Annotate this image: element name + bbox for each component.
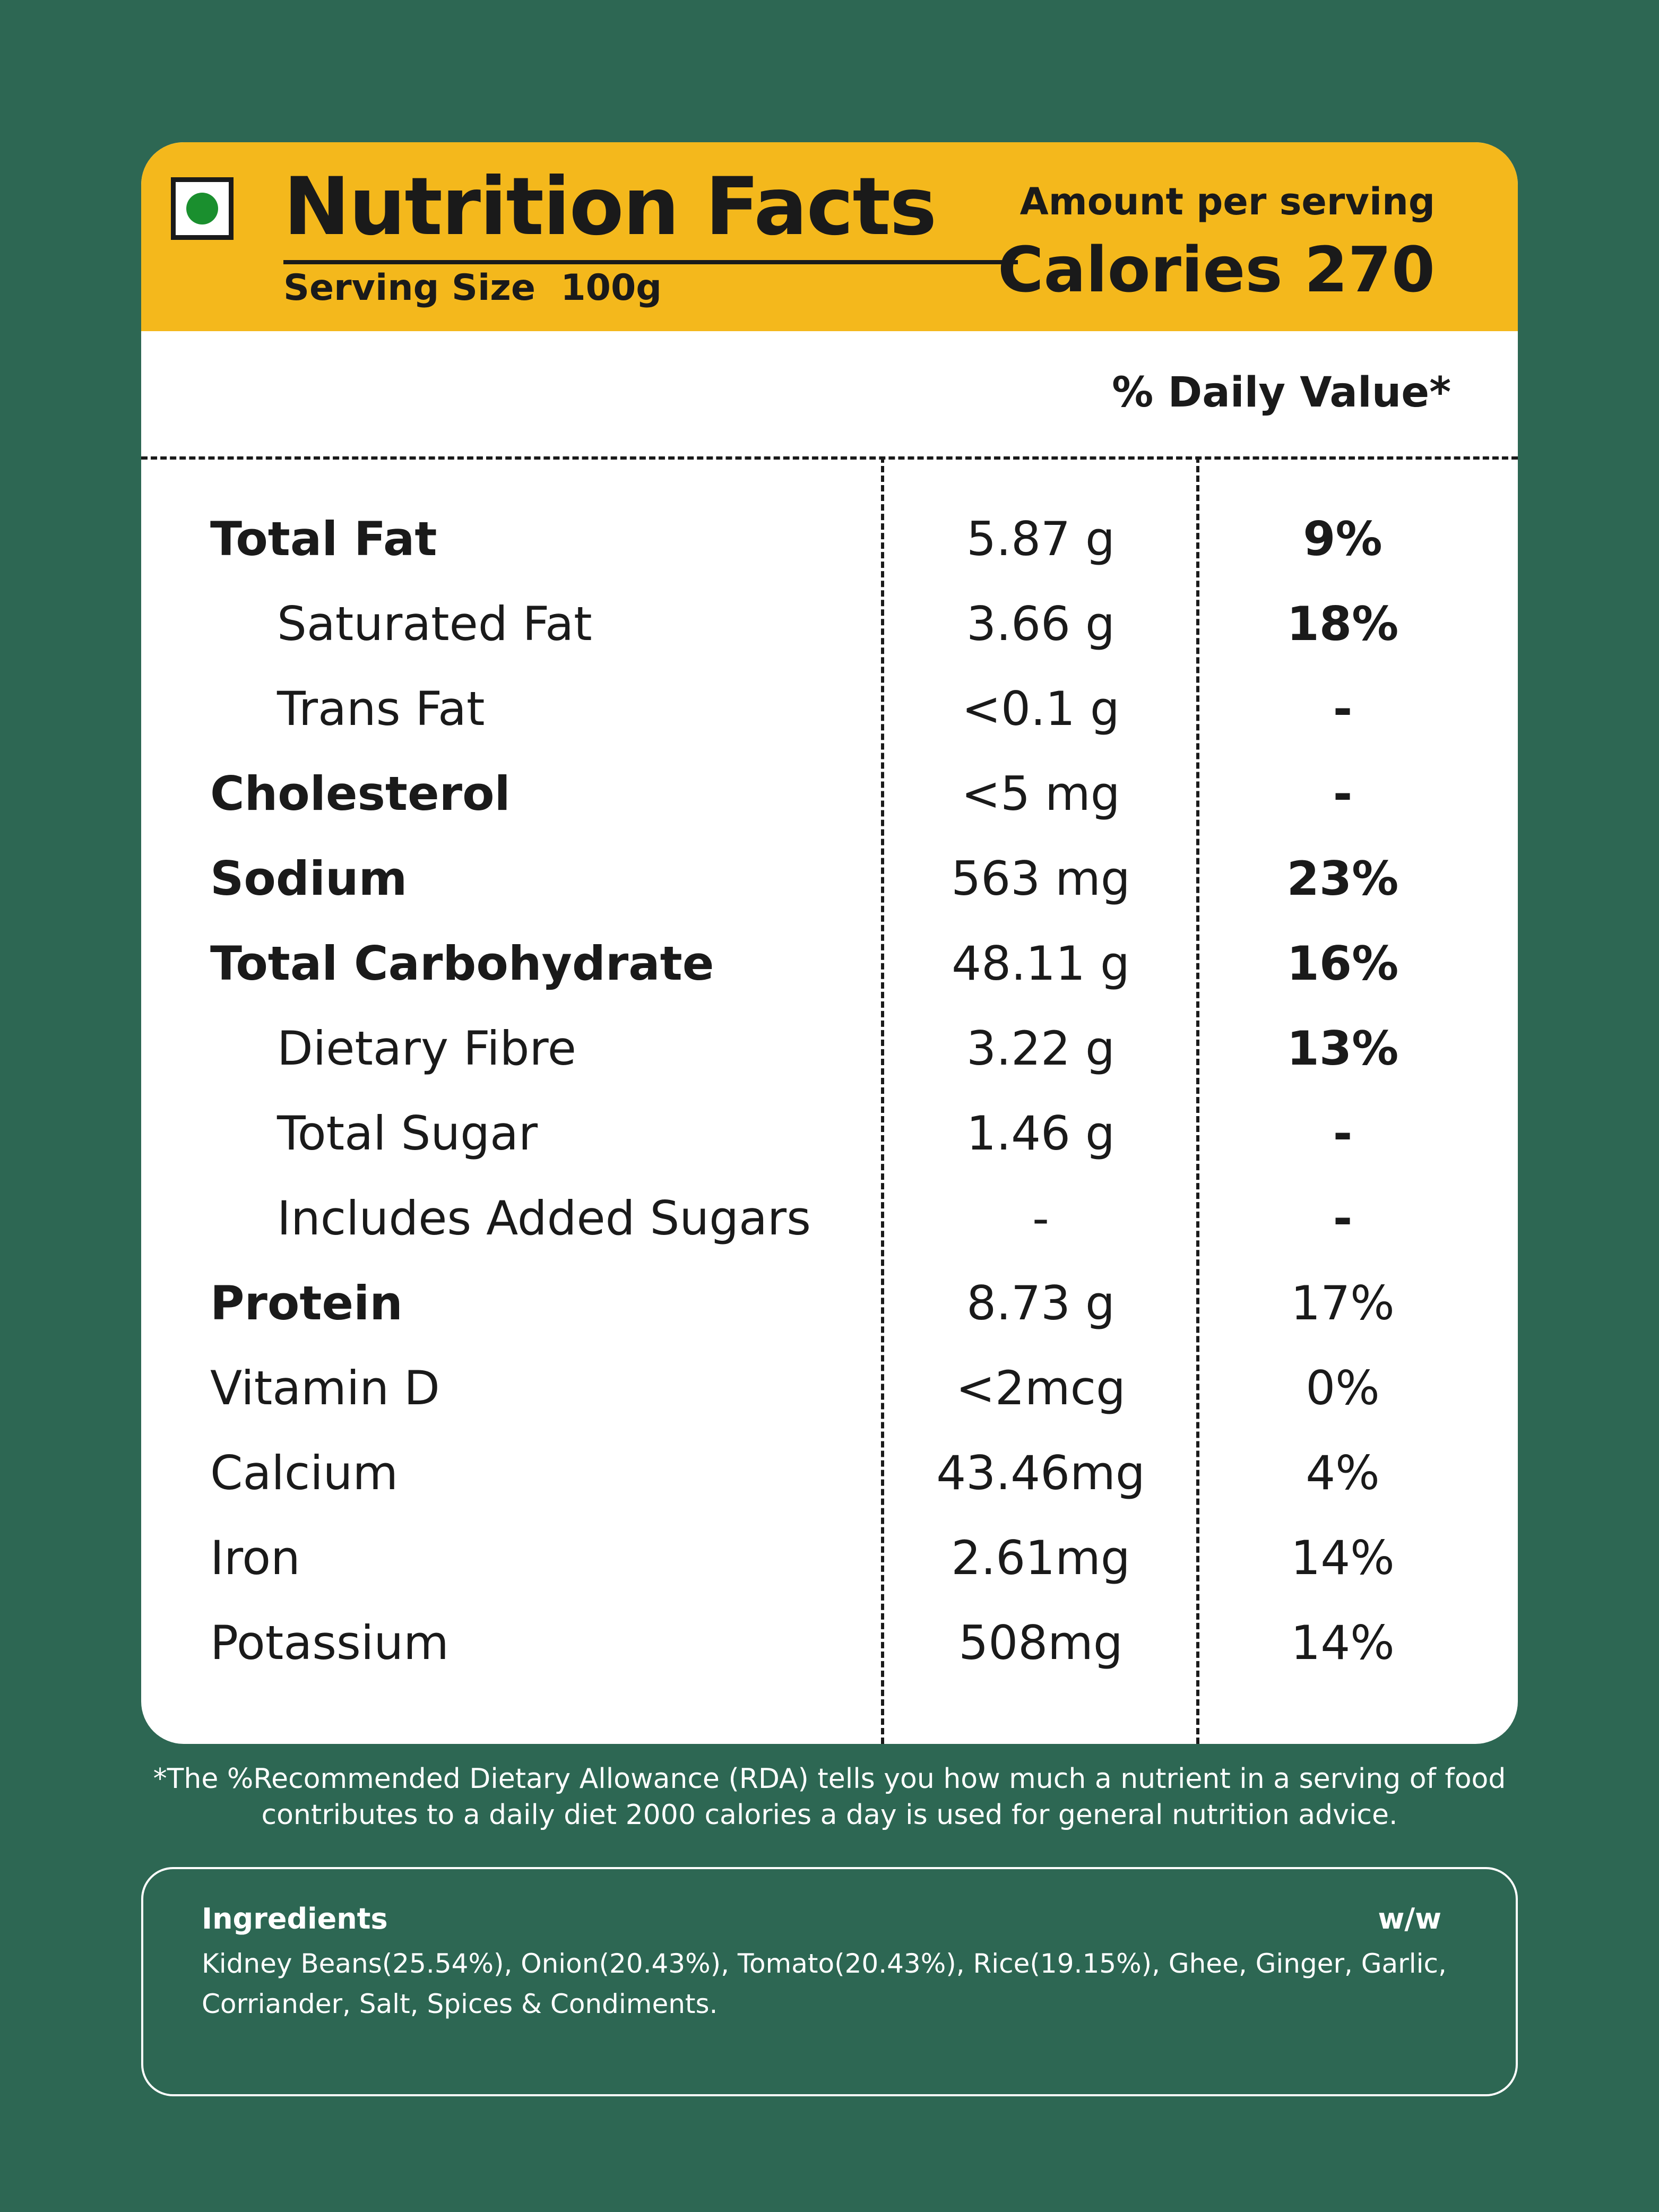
nutrient-name: Cholesterol [210, 766, 511, 821]
nutrient-amount: <0.1 g [962, 681, 1120, 736]
nutrient-name: Vitamin D [210, 1361, 440, 1415]
nutrient-amount: 3.66 g [966, 597, 1115, 651]
nutrient-row-trans-fat: Trans Fat <0.1 g - [141, 673, 1518, 758]
ingredients-line: Corriander, Salt, Spices & Condiments. [202, 1989, 718, 2019]
nutrient-amount: 48.11 g [952, 936, 1130, 991]
nutrient-daily-value: 16% [1286, 936, 1399, 991]
nutrient-name: Iron [210, 1531, 300, 1585]
amount-per-serving-label: Amount per serving [1019, 180, 1435, 223]
nutrient-name: Total Carbohydrate [210, 936, 714, 991]
nutrient-name: Trans Fat [277, 681, 485, 736]
nutrient-row-saturated-fat: Saturated Fat 3.66 g 18% [141, 588, 1518, 673]
nutrient-daily-value: 18% [1286, 597, 1399, 651]
column-divider-dv [1196, 456, 1199, 1744]
serving-size: Serving Size 100g [283, 267, 662, 309]
nutrient-amount: <2mcg [956, 1361, 1126, 1415]
nutrient-name: Sodium [210, 851, 408, 906]
header-divider [141, 456, 1518, 460]
nutrient-daily-value: 9% [1303, 512, 1382, 566]
vegetarian-mark-icon [171, 177, 234, 240]
nutrient-amount: 3.22 g [966, 1021, 1115, 1076]
nutrition-header: Nutrition Facts Serving Size 100g Amount… [141, 142, 1518, 331]
nutrient-row-dietary-fibre: Dietary Fibre 3.22 g 13% [141, 1013, 1518, 1098]
daily-value-header: % Daily Value* [1112, 369, 1451, 417]
nutrient-name: Calcium [210, 1446, 399, 1500]
nutrient-name: Saturated Fat [277, 597, 592, 651]
column-divider-amount [881, 456, 884, 1744]
footnote-line: contributes to a daily diet 2000 calorie… [261, 1799, 1398, 1831]
nutrient-daily-value: - [1333, 1106, 1353, 1161]
nutrient-row-iron: Iron 2.61mg 14% [141, 1522, 1518, 1607]
nutrient-amount: 2.61mg [951, 1531, 1130, 1585]
rda-footnote: *The %Recommended Dietary Allowance (RDA… [141, 1761, 1518, 1833]
ingredients-box: Ingredients w/w Kidney Beans(25.54%), On… [141, 1867, 1518, 2096]
nutrient-daily-value: 13% [1286, 1021, 1399, 1076]
nutrient-row-total-fat: Total Fat 5.87 g 9% [141, 503, 1518, 588]
nutrient-daily-value: 17% [1291, 1276, 1395, 1330]
nutrient-name: Dietary Fibre [277, 1021, 576, 1076]
nutrition-title: Nutrition Facts [283, 161, 937, 253]
nutrient-amount: <5 mg [961, 766, 1120, 821]
ingredients-line: Kidney Beans(25.54%), Onion(20.43%), Tom… [202, 1948, 1447, 1979]
nutrient-table: Total Fat 5.87 g 9% Saturated Fat 3.66 g… [141, 503, 1518, 1692]
nutrient-daily-value: 4% [1306, 1446, 1380, 1500]
nutrient-amount: 563 mg [951, 851, 1130, 906]
nutrient-amount: 43.46mg [936, 1446, 1145, 1500]
nutrient-amount: - [1032, 1191, 1049, 1246]
vegetarian-dot [186, 193, 218, 224]
nutrient-name: Total Sugar [277, 1106, 538, 1161]
nutrient-row-sodium: Sodium 563 mg 23% [141, 843, 1518, 928]
nutrient-amount: 1.46 g [966, 1106, 1115, 1161]
nutrient-name: Includes Added Sugars [277, 1191, 811, 1246]
nutrient-row-added-sugars: Includes Added Sugars - - [141, 1182, 1518, 1267]
ingredients-unit: w/w [1378, 1902, 1442, 1935]
nutrient-amount: 5.87 g [966, 512, 1115, 566]
nutrient-amount: 8.73 g [966, 1276, 1115, 1330]
nutrient-daily-value: 14% [1291, 1531, 1395, 1585]
title-underline [283, 260, 1018, 264]
ingredients-list: Kidney Beans(25.54%), Onion(20.43%), Tom… [202, 1943, 1454, 2024]
nutrition-card: Nutrition Facts Serving Size 100g Amount… [141, 142, 1518, 1744]
nutrient-name: Protein [210, 1276, 403, 1330]
calories-value: Calories 270 [997, 233, 1435, 306]
nutrient-row-cholesterol: Cholesterol <5 mg - [141, 758, 1518, 843]
nutrient-row-potassium: Potassium 508mg 14% [141, 1607, 1518, 1692]
nutrient-row-vitamin-d: Vitamin D <2mcg 0% [141, 1352, 1518, 1437]
nutrient-row-protein: Protein 8.73 g 17% [141, 1267, 1518, 1352]
nutrient-daily-value: 23% [1286, 851, 1399, 906]
nutrient-daily-value: 0% [1306, 1361, 1380, 1415]
nutrient-daily-value: - [1333, 681, 1353, 736]
nutrient-daily-value: 14% [1291, 1615, 1395, 1670]
nutrient-row-total-carbohydrate: Total Carbohydrate 48.11 g 16% [141, 928, 1518, 1013]
nutrient-daily-value: - [1333, 766, 1353, 821]
footnote-line: *The %Recommended Dietary Allowance (RDA… [153, 1763, 1506, 1795]
nutrient-row-total-sugar: Total Sugar 1.46 g - [141, 1098, 1518, 1182]
ingredients-title: Ingredients [202, 1902, 388, 1935]
nutrient-amount: 508mg [958, 1615, 1123, 1670]
nutrient-row-calcium: Calcium 43.46mg 4% [141, 1437, 1518, 1522]
nutrient-name: Total Fat [210, 512, 437, 566]
nutrient-name: Potassium [210, 1615, 449, 1670]
nutrient-daily-value: - [1333, 1191, 1353, 1246]
